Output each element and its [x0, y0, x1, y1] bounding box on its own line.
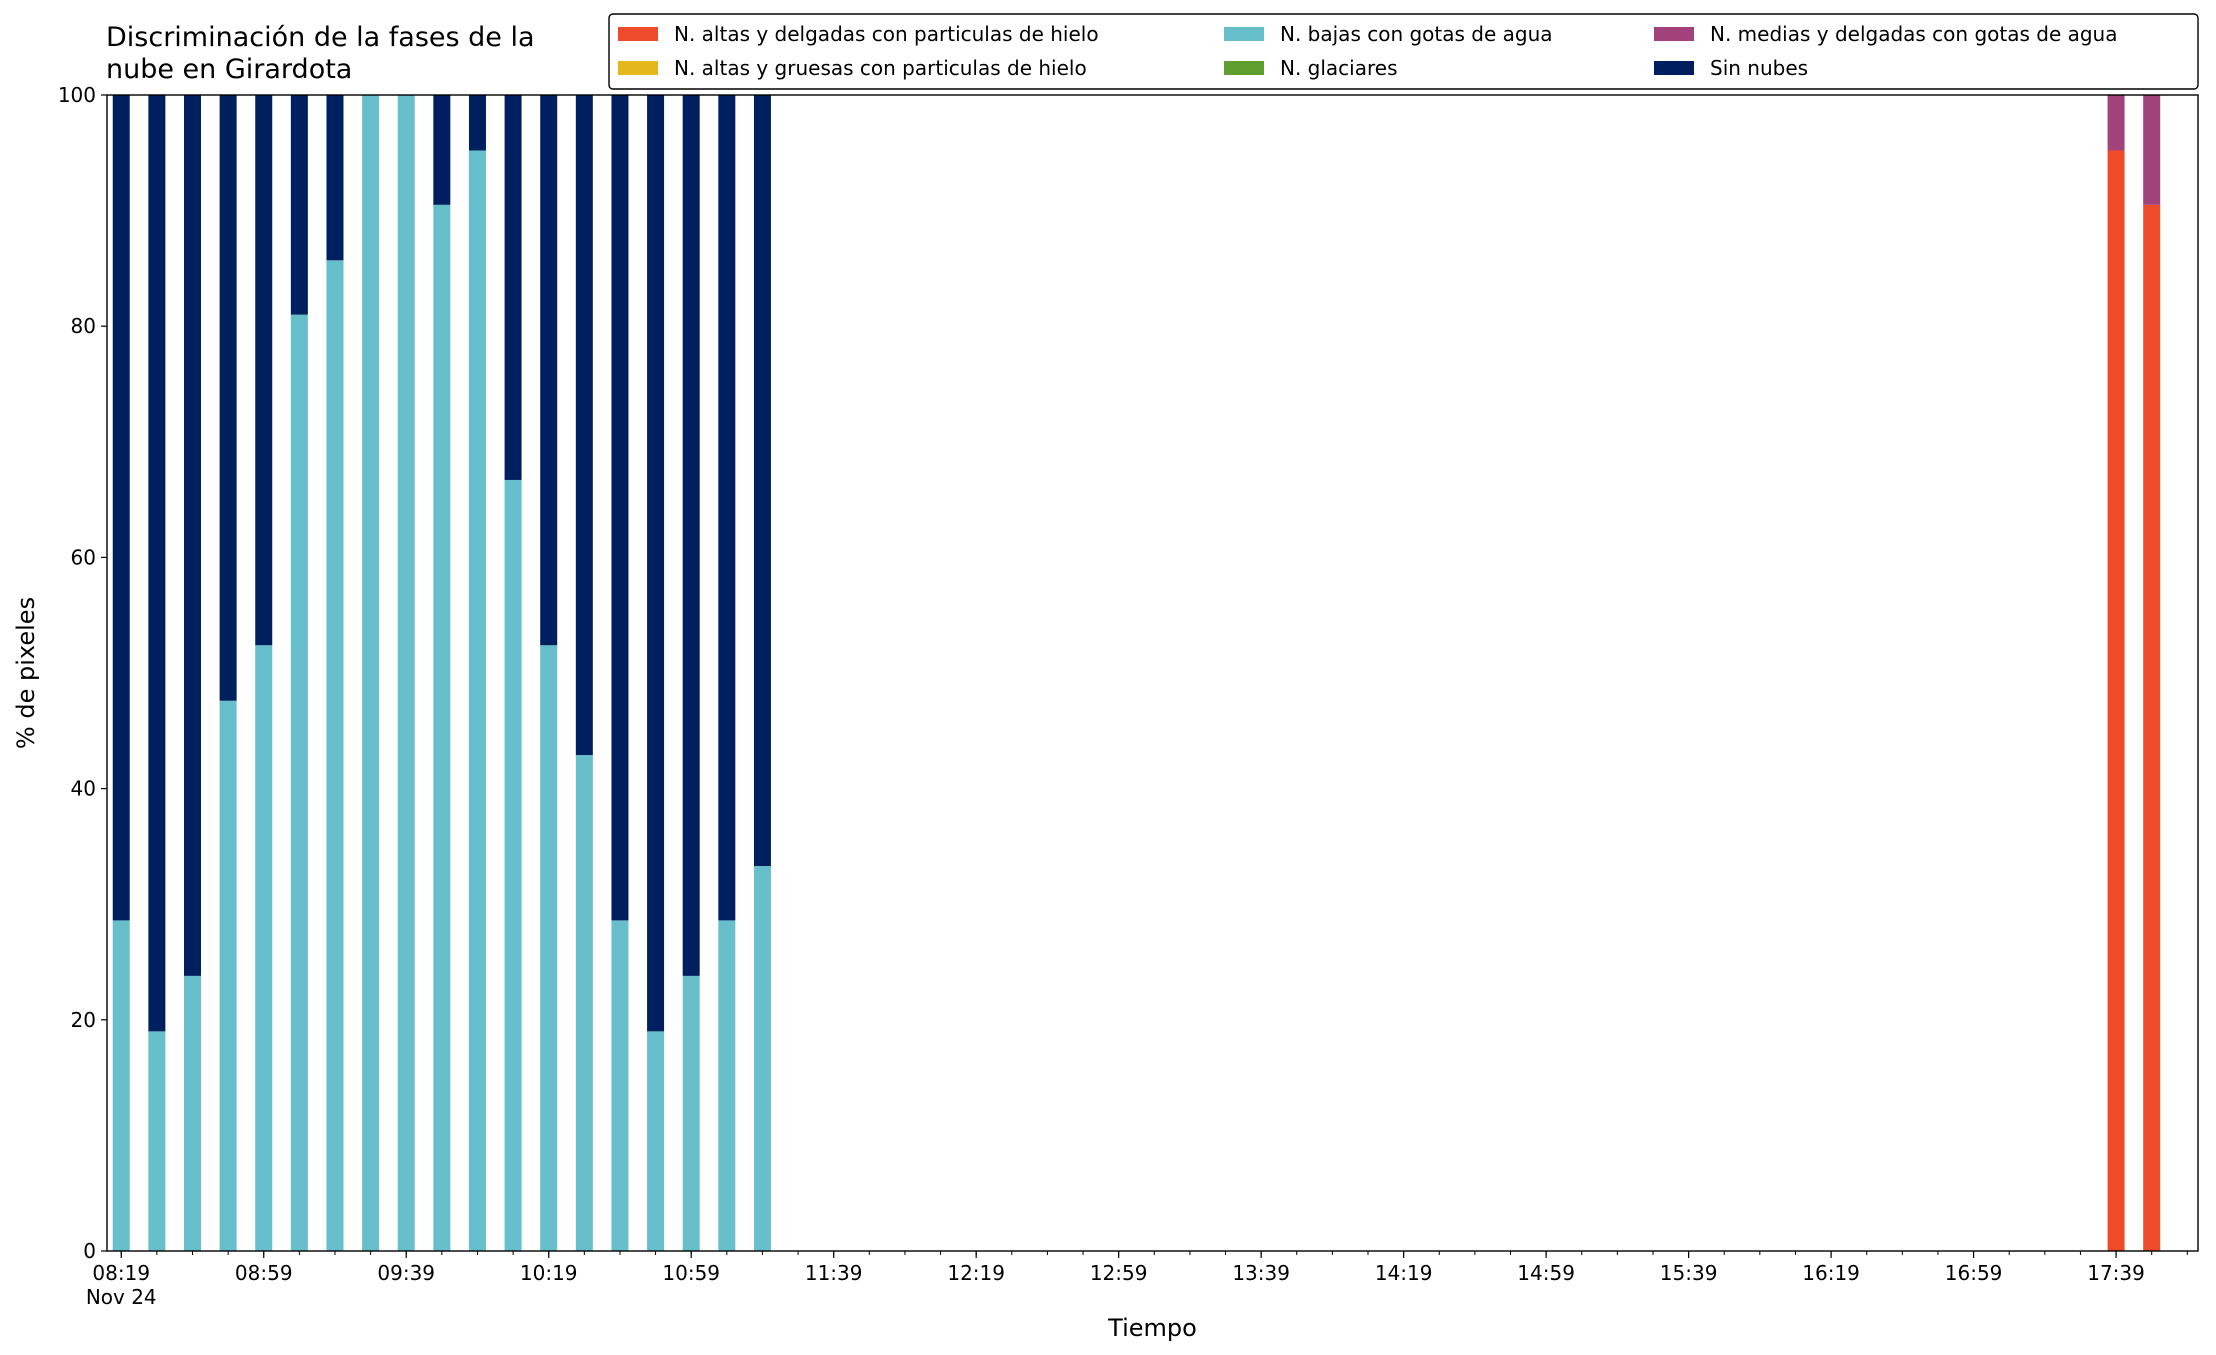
x-tick-label: 12:59: [1090, 1261, 1148, 1285]
bar-segment: [290, 95, 308, 315]
y-tick-label: 40: [71, 777, 96, 801]
bar-segment: [397, 95, 415, 1251]
x-date-label: Nov 24: [86, 1285, 157, 1309]
legend-label: N. medias y delgadas con gotas de agua: [1710, 22, 2118, 46]
y-tick-label: 60: [71, 545, 96, 569]
bar-segment: [753, 866, 771, 1251]
y-tick-label: 80: [71, 314, 96, 338]
bar-segment: [540, 645, 558, 1251]
bar-segment: [611, 920, 629, 1251]
bar-segment: [2143, 95, 2161, 205]
bar-segment: [255, 645, 273, 1251]
x-tick-label: 16:19: [1802, 1261, 1860, 1285]
bar-segment: [504, 95, 522, 480]
bar-segment: [183, 975, 201, 1251]
x-tick-label: 08:59: [235, 1261, 293, 1285]
bar-segment: [219, 700, 237, 1251]
bar-segment: [148, 1031, 166, 1251]
x-tick-label: 17:39: [2087, 1261, 2145, 1285]
y-tick-label: 20: [71, 1008, 96, 1032]
bar-segment: [219, 95, 237, 701]
y-axis-label: % de pixeles: [12, 597, 40, 749]
x-tick-label: 13:39: [1232, 1261, 1290, 1285]
legend-swatch: [618, 61, 658, 75]
bar-segment: [326, 260, 344, 1252]
bar-segment: [540, 95, 558, 646]
x-tick-label: 14:59: [1517, 1261, 1575, 1285]
bar-segment: [647, 95, 665, 1032]
bar-segment: [112, 920, 130, 1251]
legend-label: Sin nubes: [1710, 56, 1808, 80]
x-axis-label: Tiempo: [1107, 1314, 1197, 1342]
bar-segment: [183, 95, 201, 976]
x-tick-label: 10:19: [520, 1261, 578, 1285]
x-tick-label: 08:19: [92, 1261, 150, 1285]
plot-frame: [106, 94, 2199, 1252]
bar-segment: [647, 1031, 665, 1251]
bar-segment: [504, 479, 522, 1251]
bar-segment: [718, 95, 736, 921]
legend-swatch: [1654, 61, 1694, 75]
x-tick-label: 15:39: [1660, 1261, 1718, 1285]
bar-segment: [682, 95, 700, 976]
legend-swatch: [1654, 27, 1694, 41]
legend-label: N. altas y delgadas con particulas de hi…: [674, 22, 1099, 46]
x-tick-label: 16:59: [1945, 1261, 2003, 1285]
x-tick-label: 11:39: [805, 1261, 863, 1285]
bar-segment: [611, 95, 629, 921]
bar-segment: [2143, 204, 2161, 1251]
legend-swatch: [1224, 27, 1264, 41]
bar-segment: [112, 95, 130, 921]
legend-swatch: [1224, 61, 1264, 75]
bar-segment: [326, 95, 344, 261]
bar-segment: [148, 95, 166, 1032]
bar-segment: [718, 920, 736, 1251]
bar-segment: [682, 975, 700, 1251]
bar-segment: [433, 95, 451, 205]
bar-segment: [468, 150, 486, 1251]
legend-label: N. altas y gruesas con particulas de hie…: [674, 56, 1087, 80]
x-tick-label: 14:19: [1375, 1261, 1433, 1285]
bar-segment: [575, 95, 593, 756]
y-tick-label: 100: [58, 83, 96, 107]
x-tick-label: 12:19: [947, 1261, 1005, 1285]
legend-label: N. bajas con gotas de agua: [1280, 22, 1553, 46]
bar-segment: [433, 204, 451, 1251]
bar-segment: [575, 755, 593, 1251]
y-tick-label: 0: [83, 1239, 96, 1263]
legend-swatch: [618, 27, 658, 41]
bar-segment: [2107, 150, 2125, 1251]
chart-title: Discriminación de la fases de la nube en…: [106, 22, 535, 85]
legend-frame: [608, 13, 2199, 90]
bar-segment: [362, 95, 380, 1251]
bar-segment: [2107, 95, 2125, 151]
bar-segment: [753, 95, 771, 867]
x-tick-label: 09:39: [377, 1261, 435, 1285]
x-tick-label: 10:59: [662, 1261, 720, 1285]
bar-segment: [468, 95, 486, 151]
legend-label: N. glaciares: [1280, 56, 1398, 80]
bar-segment: [290, 314, 308, 1251]
bar-segment: [255, 95, 273, 646]
